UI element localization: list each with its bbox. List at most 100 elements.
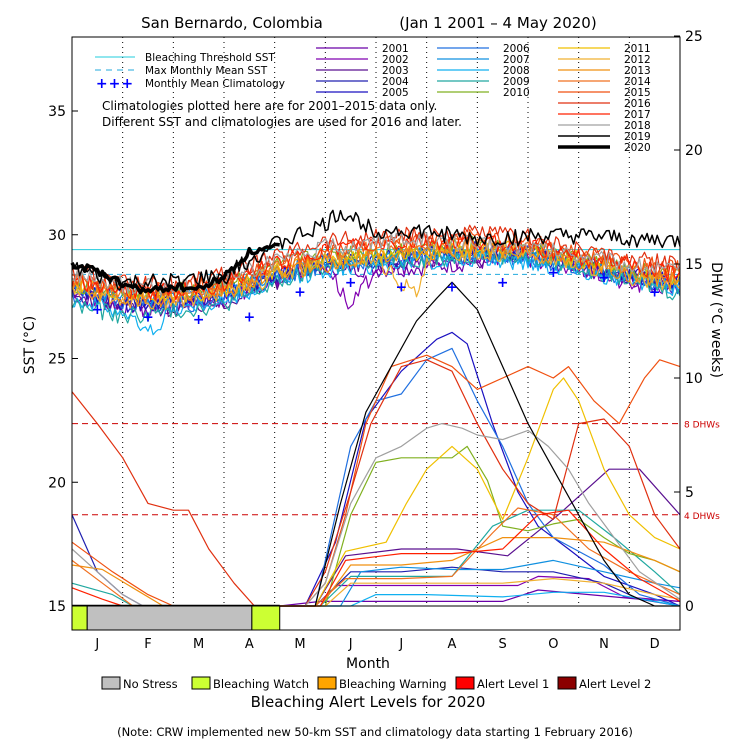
alert-level-swatch: [101, 676, 121, 690]
legend-climatology-markers: +++: [96, 76, 134, 92]
dhw-line-2016: [71, 359, 681, 607]
month-tick-label: S: [499, 637, 507, 652]
legend-year-label: 2010: [503, 87, 530, 99]
dhw-line-2013: [71, 537, 681, 607]
alert-level-label: Alert Level 1: [477, 677, 549, 691]
left-tick-label: 25: [48, 352, 66, 368]
axes: 15 20 25 30 35 0 5 10 15 20 25 J F M A M J J A S O N D: [48, 29, 703, 652]
alert-level-swatch: [455, 676, 475, 690]
month-tick-label: J: [348, 637, 353, 652]
climatology-marker: +: [142, 309, 154, 325]
legend-year-label: 2005: [382, 87, 409, 99]
legend-reference-label: Max Monthly Mean SST: [145, 65, 268, 77]
sst-line-2018: [71, 231, 681, 296]
month-tick-label: A: [245, 637, 254, 652]
chart-date-range: (Jan 1 2001 – 4 May 2020): [399, 14, 596, 32]
climatology-marker: +: [243, 309, 255, 325]
alert-level-swatch: [557, 676, 577, 690]
right-axis-label: DHW (°C weeks): [708, 262, 724, 378]
dhw-threshold-label: 4 DHWs: [684, 512, 720, 522]
dhw-line-2003: [72, 468, 681, 607]
left-tick-label: 20: [48, 475, 66, 491]
dhw-line-2012: [72, 578, 681, 607]
alert-level-label: No Stress: [123, 677, 178, 691]
legend-year-label: 2007: [503, 54, 530, 66]
climatology-marker: +: [446, 280, 458, 296]
alert-level-legend: No Stress Bleaching Watch Bleaching Warnin…: [101, 676, 651, 691]
legend-year-label: 2013: [624, 65, 651, 77]
dhw-line-2006: [72, 347, 681, 607]
month-tick-label: M: [193, 637, 204, 652]
month-tick-label: O: [548, 637, 558, 652]
alert-level-label: Bleaching Watch: [213, 677, 309, 691]
dhw-threshold-lines: 4 DHWs 8 DHWs: [72, 421, 720, 522]
month-tick-label: A: [448, 637, 457, 652]
climatology-marker: +: [547, 265, 559, 281]
legend-year-label: 2008: [503, 65, 530, 77]
alert-bar-segment: [71, 605, 88, 631]
right-tick-label: 15: [685, 257, 703, 273]
legend-year-label: 2014: [624, 76, 651, 88]
alert-level-swatch: [317, 676, 337, 690]
alert-legend-title: Bleaching Alert Levels for 2020: [251, 693, 486, 711]
legend-year-label: 2015: [624, 87, 651, 99]
climatology-marker: +: [497, 275, 509, 291]
right-tick-label: 20: [685, 143, 703, 159]
monthly-mean-climatology-markers: + + + + + + + + + + + +: [91, 265, 660, 328]
right-tick-label: 0: [685, 599, 694, 615]
legend-year-label: 2001: [382, 43, 409, 55]
legend-year-label: 2006: [503, 43, 530, 55]
legend-year-label: 2018: [624, 120, 651, 132]
climatology-marker: +: [345, 275, 357, 291]
legend-year-label: 2016: [624, 98, 651, 110]
legend-year-label: 2009: [503, 76, 530, 88]
alert-bar-segment: [251, 605, 281, 631]
alert-level-label: Alert Level 2: [579, 677, 651, 691]
legend-year-label: 2011: [624, 43, 651, 55]
month-tick-label: M: [294, 637, 305, 652]
climatology-marker: +: [649, 285, 661, 301]
alert-level-label: Bleaching Warning: [339, 677, 447, 691]
legend-reference-label: Monthly Mean Climatology: [145, 78, 285, 90]
legend-reference-label: Bleaching Threshold SST: [145, 52, 275, 64]
left-axis-label: SST (°C): [22, 316, 38, 374]
dhw-line-2007: [72, 559, 681, 607]
sst-line-2019: [71, 209, 681, 292]
climatology-marker: +: [294, 285, 306, 301]
legend-year-label: 2020: [624, 142, 651, 154]
left-tick-label: 15: [48, 599, 66, 615]
note-line-2: Different SST and climatologies are used…: [102, 115, 462, 129]
right-tick-label: 25: [685, 29, 703, 45]
x-axis-label: Month: [346, 656, 390, 672]
legend-year-label: 2012: [624, 54, 651, 66]
dhw-threshold-label: 8 DHWs: [684, 421, 720, 431]
climatology-marker: +: [395, 280, 407, 296]
right-tick-label: 10: [685, 371, 703, 387]
month-tick-label: N: [599, 637, 609, 652]
left-tick-label: 35: [48, 104, 66, 120]
month-tick-label: J: [94, 637, 99, 652]
left-tick-label: 30: [48, 228, 66, 244]
alert-level-bar: [71, 605, 681, 631]
chart-title: San Bernardo, Colombia: [141, 14, 323, 32]
sst-line-2020: [70, 242, 280, 295]
month-tick-label: F: [144, 637, 151, 652]
month-tick-label: J: [398, 637, 403, 652]
legend-year-label: 2003: [382, 65, 409, 77]
legend-year-label: 2017: [624, 109, 651, 121]
note-line-1: Climatologies plotted here are for 2001–…: [102, 99, 437, 113]
legend-year-label: 2002: [382, 54, 409, 66]
dhw-line-2019: [72, 281, 680, 607]
footnote: (Note: CRW implemented new 50-km SST and…: [117, 725, 633, 739]
climatology-marker: +: [91, 302, 103, 318]
dhw-line-2005: [72, 331, 681, 607]
right-tick-label: 5: [685, 485, 694, 501]
climatology-marker: +: [598, 270, 610, 286]
legend-year-label: 2019: [624, 131, 651, 143]
legend-year-label: 2004: [382, 76, 409, 88]
data-series: [70, 209, 681, 608]
dhw-line-2011: [72, 377, 681, 607]
